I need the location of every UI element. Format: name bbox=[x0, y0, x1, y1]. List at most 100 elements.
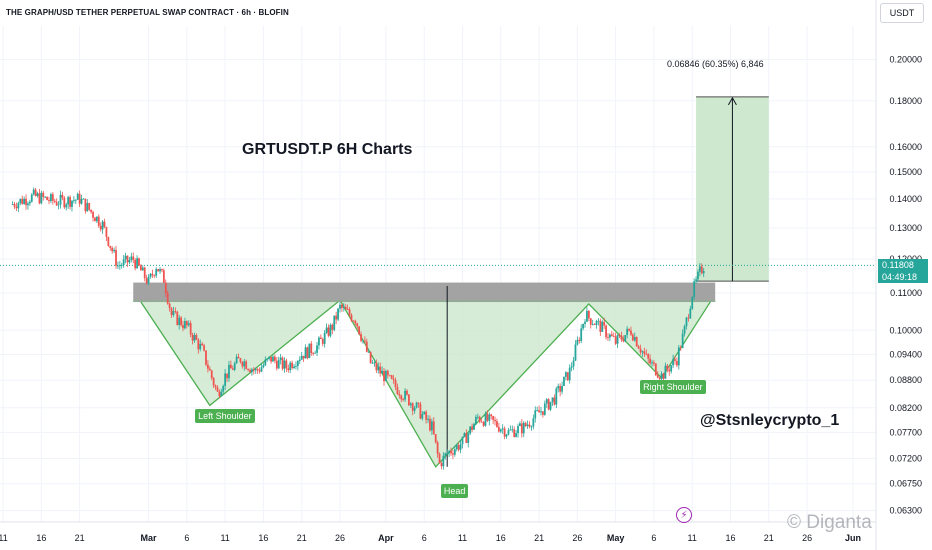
candle-body bbox=[182, 325, 184, 329]
candle-body bbox=[432, 421, 435, 435]
time-axis-label: 26 bbox=[572, 533, 582, 543]
candle-body bbox=[614, 336, 617, 344]
candle-body bbox=[540, 411, 542, 413]
currency-selector[interactable]: USDT bbox=[880, 3, 924, 23]
candle-body bbox=[266, 358, 269, 360]
candle-body bbox=[589, 318, 592, 325]
candle-body bbox=[38, 193, 41, 204]
candle-body bbox=[396, 386, 399, 395]
candle-body bbox=[582, 323, 585, 329]
candle-body bbox=[616, 335, 619, 344]
candle-body bbox=[141, 267, 144, 271]
candle-body bbox=[413, 407, 416, 411]
candle-body bbox=[519, 423, 521, 426]
candle-body bbox=[356, 323, 359, 327]
candle-body bbox=[17, 202, 20, 209]
candle-body bbox=[404, 390, 406, 400]
head-shoulders-fill bbox=[140, 300, 712, 467]
candle-body bbox=[482, 421, 485, 426]
candle-body bbox=[147, 277, 150, 284]
price-axis-label: 0.20000 bbox=[889, 55, 922, 65]
candle-body bbox=[310, 343, 313, 354]
time-axis-label: 26 bbox=[335, 533, 345, 543]
candle-body bbox=[497, 426, 500, 432]
candle-body bbox=[622, 339, 625, 342]
candle-body bbox=[300, 355, 303, 360]
candle-body bbox=[626, 328, 629, 335]
candle-body bbox=[220, 391, 223, 397]
candle-body bbox=[461, 436, 464, 445]
candle-body bbox=[363, 340, 366, 342]
candle-body bbox=[325, 327, 328, 333]
candle-body bbox=[136, 258, 138, 269]
measure-arrow-head bbox=[727, 96, 737, 106]
price-axis-label: 0.08200 bbox=[889, 403, 922, 413]
bolt-icon[interactable]: ⚡ bbox=[676, 507, 692, 523]
candle-body bbox=[386, 370, 389, 376]
candle-body bbox=[555, 388, 558, 405]
candle-body bbox=[427, 418, 429, 420]
candle-body bbox=[283, 360, 286, 369]
candle-body bbox=[677, 347, 680, 366]
candle-body bbox=[532, 418, 535, 427]
candle-body bbox=[321, 339, 324, 344]
candle-body bbox=[524, 422, 527, 427]
candle-body bbox=[584, 321, 586, 324]
candle-body bbox=[620, 335, 623, 340]
candle-body bbox=[654, 363, 657, 376]
candle-body bbox=[457, 444, 460, 450]
candle-body bbox=[645, 353, 648, 355]
candle-body bbox=[367, 351, 370, 353]
price-axis-label: 0.07200 bbox=[889, 454, 922, 464]
price-axis-label: 0.09400 bbox=[889, 349, 922, 359]
candle-body bbox=[595, 321, 598, 325]
candle-body bbox=[542, 411, 544, 415]
candle-body bbox=[668, 369, 671, 372]
candle-body bbox=[13, 203, 16, 207]
candle-body bbox=[639, 348, 642, 353]
candle-body bbox=[383, 370, 385, 382]
candle-body bbox=[446, 453, 449, 454]
candle-body bbox=[151, 273, 154, 276]
time-axis-label: Mar bbox=[141, 533, 158, 543]
candle-body bbox=[587, 310, 590, 319]
candle-body bbox=[339, 304, 341, 309]
candle-body bbox=[195, 335, 198, 340]
candle-body bbox=[27, 203, 29, 206]
candle-body bbox=[702, 271, 705, 274]
candle-body bbox=[448, 450, 451, 454]
candle-body bbox=[281, 357, 284, 369]
candle-body bbox=[536, 410, 539, 412]
candle-body bbox=[291, 362, 294, 368]
candle-body bbox=[256, 369, 259, 371]
candle-body bbox=[78, 193, 81, 204]
candle-body bbox=[679, 347, 682, 349]
candle-body bbox=[231, 368, 234, 370]
candle-body bbox=[19, 198, 22, 203]
candle-body bbox=[67, 197, 70, 205]
candle-body bbox=[258, 370, 261, 372]
time-axis-label: 11 bbox=[688, 533, 697, 543]
candle-body bbox=[520, 423, 523, 434]
price-axis-label: 0.15000 bbox=[889, 167, 922, 177]
candle-body bbox=[105, 226, 108, 237]
candle-body bbox=[344, 306, 347, 310]
candle-body bbox=[28, 201, 31, 204]
candle-body bbox=[295, 366, 297, 367]
candle-body bbox=[97, 216, 100, 226]
author-handle: @Stsnleycrypto_1 bbox=[700, 412, 840, 429]
candle-body bbox=[222, 385, 225, 392]
candle-body bbox=[438, 453, 441, 464]
candle-body bbox=[394, 379, 397, 387]
candle-body bbox=[415, 402, 418, 408]
candle-body bbox=[203, 345, 205, 351]
candle-body bbox=[331, 324, 334, 330]
candle-body bbox=[610, 334, 613, 337]
candle-body bbox=[570, 366, 573, 368]
candle-body bbox=[289, 362, 292, 371]
candle-body bbox=[15, 206, 18, 209]
candle-body bbox=[687, 317, 690, 319]
candle-body bbox=[354, 320, 357, 324]
candle-body bbox=[591, 324, 594, 326]
